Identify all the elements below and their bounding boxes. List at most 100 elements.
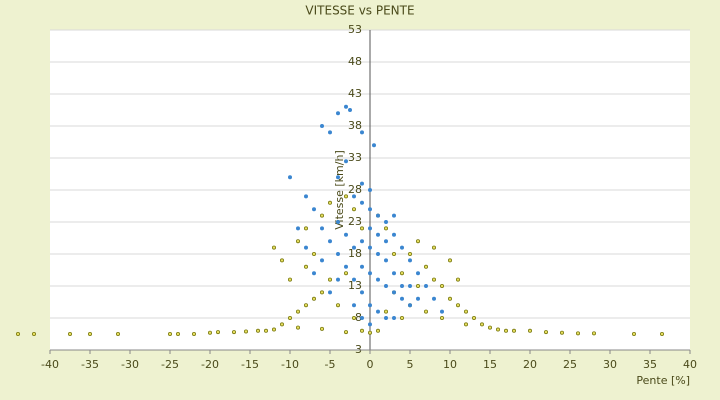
point xyxy=(407,303,412,308)
point xyxy=(375,232,380,237)
x-tick-label: -10 xyxy=(281,358,299,371)
point xyxy=(367,322,372,327)
point xyxy=(191,331,196,336)
point xyxy=(512,328,517,333)
point xyxy=(255,328,260,333)
point xyxy=(327,239,332,244)
y-tick-label: 8 xyxy=(355,311,362,324)
x-axis-title: Pente [%] xyxy=(636,374,690,387)
point xyxy=(351,194,356,199)
point xyxy=(303,194,308,199)
point xyxy=(319,258,324,263)
x-tick-label: -30 xyxy=(121,358,139,371)
point xyxy=(423,264,428,269)
point xyxy=(367,303,372,308)
point xyxy=(167,331,172,336)
point xyxy=(391,271,396,276)
y-tick-label: 43 xyxy=(348,87,362,100)
point xyxy=(371,143,376,148)
point xyxy=(303,264,308,269)
point xyxy=(399,283,404,288)
point xyxy=(295,309,300,314)
point xyxy=(399,315,404,320)
point xyxy=(327,130,332,135)
point xyxy=(327,200,332,205)
point xyxy=(660,331,665,336)
x-tick-label: 10 xyxy=(443,358,457,371)
y-tick-label: 23 xyxy=(348,215,362,228)
x-tick-label: -35 xyxy=(81,358,99,371)
point xyxy=(415,296,420,301)
point xyxy=(415,239,420,244)
point xyxy=(335,303,340,308)
point xyxy=(303,226,308,231)
point xyxy=(576,331,581,336)
point xyxy=(335,175,340,180)
point xyxy=(560,330,565,335)
point xyxy=(375,277,380,282)
x-tick-label: -40 xyxy=(41,358,59,371)
point xyxy=(431,245,436,250)
point xyxy=(487,325,492,330)
point xyxy=(359,226,364,231)
point xyxy=(383,309,388,314)
point xyxy=(399,245,404,250)
point xyxy=(243,329,248,334)
point xyxy=(439,315,444,320)
y-tick-label: 18 xyxy=(348,247,362,260)
point xyxy=(319,124,324,129)
chart-title: VITESSE vs PENTE xyxy=(305,4,414,18)
x-tick-label: 30 xyxy=(603,358,617,371)
point xyxy=(359,328,364,333)
point xyxy=(271,327,276,332)
point xyxy=(503,328,508,333)
point xyxy=(463,322,468,327)
point xyxy=(367,271,372,276)
point xyxy=(447,258,452,263)
point xyxy=(207,330,212,335)
point xyxy=(391,315,396,320)
point xyxy=(399,271,404,276)
point xyxy=(116,331,121,336)
point xyxy=(407,251,412,256)
point xyxy=(335,277,340,282)
point xyxy=(383,239,388,244)
x-tick-label: 15 xyxy=(483,358,497,371)
point xyxy=(407,258,412,263)
point xyxy=(271,245,276,250)
point xyxy=(327,290,332,295)
point xyxy=(68,331,73,336)
point xyxy=(471,315,476,320)
point xyxy=(311,251,316,256)
point xyxy=(319,213,324,218)
point xyxy=(351,207,356,212)
point xyxy=(319,226,324,231)
point xyxy=(295,325,300,330)
point xyxy=(311,271,316,276)
point xyxy=(415,271,420,276)
point xyxy=(439,283,444,288)
x-tick-label: -25 xyxy=(161,358,179,371)
x-tick-label: 35 xyxy=(643,358,657,371)
x-tick-label: 0 xyxy=(367,358,374,371)
point xyxy=(375,309,380,314)
point xyxy=(351,303,356,308)
point xyxy=(279,322,284,327)
point xyxy=(303,303,308,308)
point xyxy=(359,130,364,135)
point xyxy=(399,296,404,301)
point xyxy=(415,283,420,288)
point xyxy=(367,245,372,250)
point xyxy=(359,315,364,320)
point xyxy=(351,245,356,250)
point xyxy=(367,187,372,192)
point xyxy=(335,251,340,256)
point xyxy=(423,309,428,314)
point xyxy=(88,331,93,336)
point xyxy=(367,226,372,231)
point xyxy=(359,200,364,205)
point xyxy=(407,283,412,288)
point xyxy=(375,328,380,333)
point xyxy=(335,219,340,224)
y-tick-label: 28 xyxy=(348,183,362,196)
